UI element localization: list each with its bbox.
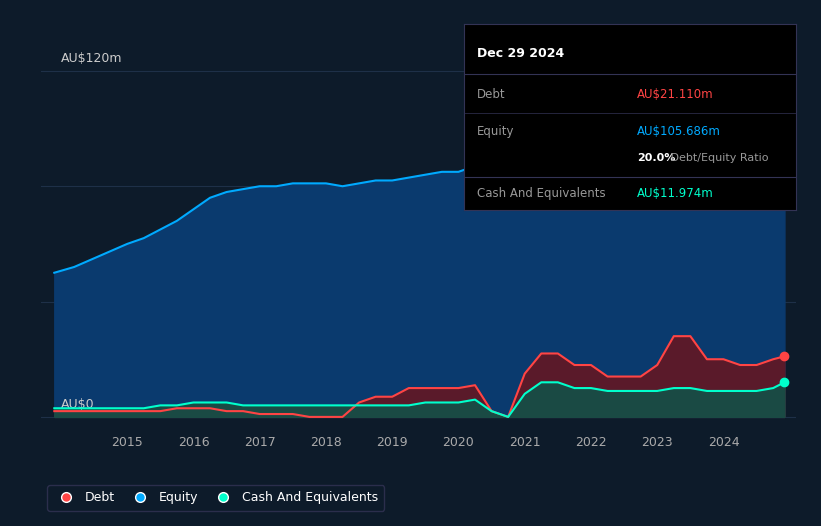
Legend: Debt, Equity, Cash And Equivalents: Debt, Equity, Cash And Equivalents (48, 485, 384, 511)
Text: AU$105.686m: AU$105.686m (637, 126, 721, 138)
Text: Equity: Equity (477, 126, 515, 138)
Text: Dec 29 2024: Dec 29 2024 (477, 47, 564, 60)
Text: Cash And Equivalents: Cash And Equivalents (477, 187, 606, 200)
Text: AU$21.110m: AU$21.110m (637, 88, 713, 101)
Text: 20.0%: 20.0% (637, 153, 675, 163)
Text: Debt/Equity Ratio: Debt/Equity Ratio (667, 153, 768, 163)
Text: AU$0: AU$0 (61, 398, 94, 411)
Text: AU$120m: AU$120m (61, 52, 122, 65)
Text: AU$11.974m: AU$11.974m (637, 187, 713, 200)
Text: Debt: Debt (477, 88, 506, 101)
